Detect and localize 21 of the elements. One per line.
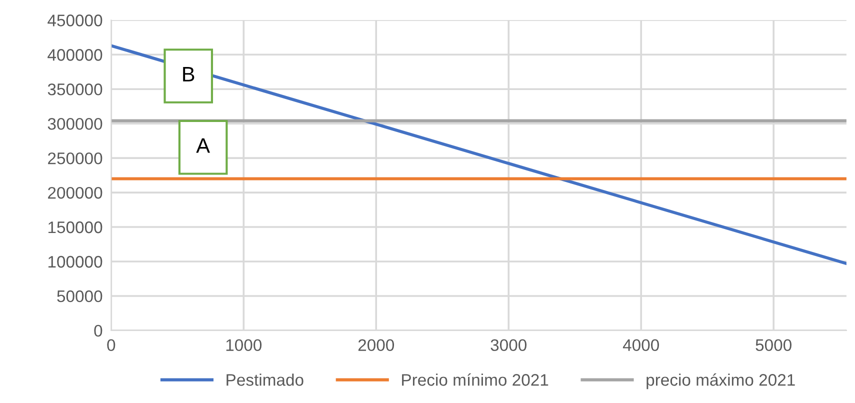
annotation: B (183, 67, 194, 82)
y-tick-label: 0 (94, 324, 102, 337)
x-tick-label: 5000 (756, 339, 792, 352)
y-tick-label: 50000 (57, 290, 102, 302)
y-tick-label: 150000 (48, 221, 102, 234)
x-tick-label: 3000 (490, 339, 526, 352)
legend-label: Precio mínimo 2021 (402, 373, 548, 386)
y-tick-label: 300000 (48, 118, 102, 130)
x-tick-label: 1000 (226, 339, 262, 352)
x-tick-label: 0 (107, 339, 116, 352)
annotation: A (196, 138, 210, 153)
legend-label: Pestimado (226, 374, 304, 386)
legend-label: precio máximo 2021 (646, 373, 795, 390)
x-tick-label: 4000 (622, 339, 659, 352)
y-tick-label: 400000 (48, 49, 102, 61)
y-tick-label: 200000 (48, 186, 102, 199)
y-tick-label: 350000 (48, 84, 102, 96)
y-tick-label: 100000 (48, 256, 102, 268)
y-tick-label: 450000 (48, 14, 102, 26)
x-tick-label: 2000 (358, 339, 394, 352)
y-tick-label: 250000 (48, 152, 102, 164)
